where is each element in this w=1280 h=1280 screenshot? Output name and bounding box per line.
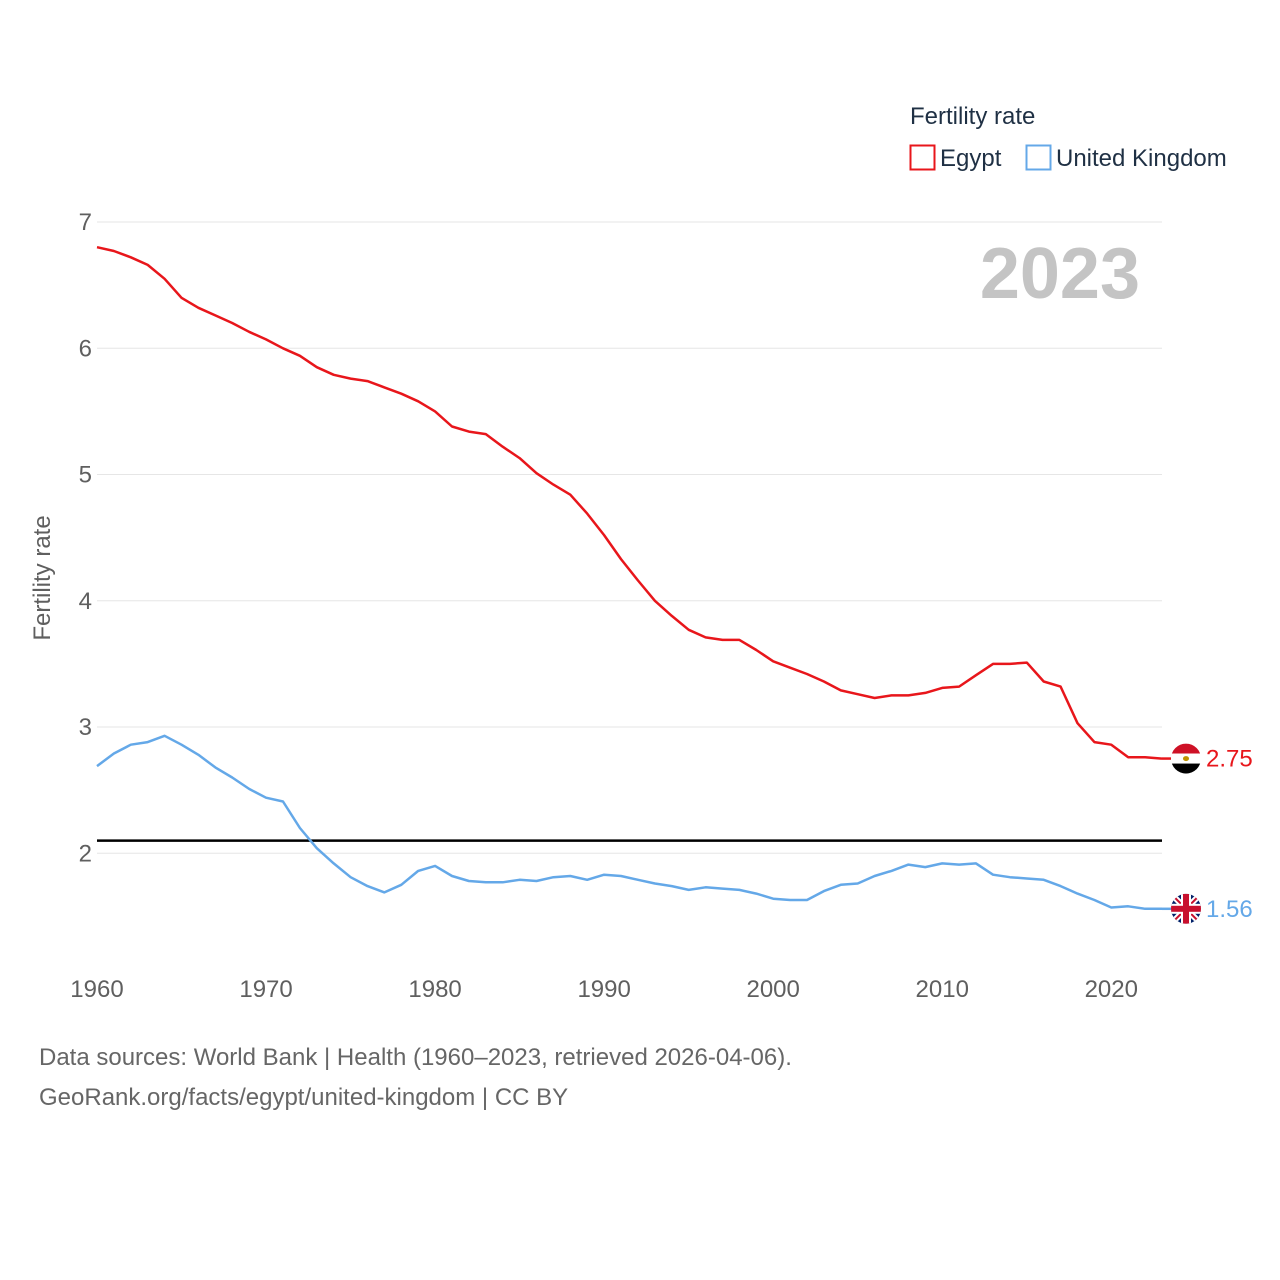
egypt-flag	[1171, 743, 1201, 774]
end-value-label-united-kingdom: 1.56	[1206, 896, 1253, 923]
legend-item-egypt[interactable]: Egypt	[909, 144, 1002, 172]
uk-flag-icon	[1171, 893, 1201, 924]
y-axis-ticks: 2 3 4 5 6 7	[79, 209, 92, 867]
series-lines	[96, 245, 1163, 911]
legend-label-egypt: Egypt	[940, 145, 1002, 172]
legend: Fertility rate Egypt United Kingdom	[909, 103, 1227, 172]
x-tick-label: 2020	[1085, 976, 1138, 1003]
y-tick-label: 6	[79, 335, 92, 362]
x-tick-label: 2010	[916, 976, 969, 1003]
y-tick-label: 7	[79, 209, 92, 236]
legend-swatch-united-kingdom	[1025, 144, 1052, 171]
y-axis-title: Fertility rate	[29, 515, 56, 640]
legend-label-united-kingdom: United Kingdom	[1056, 145, 1227, 172]
legend-item-united-kingdom[interactable]: United Kingdom	[1025, 144, 1227, 172]
x-tick-label: 1990	[577, 976, 630, 1003]
legend-title: Fertility rate	[910, 103, 1035, 130]
egypt-flag-icon	[1171, 743, 1201, 774]
y-tick-label: 3	[79, 714, 92, 741]
x-axis-ticks: 1960 1970 1980 1990 2000 2010 2020	[70, 976, 1138, 1003]
legend-swatch-egypt	[909, 144, 936, 171]
line-chart: 2 3 4 5 6 7 1960 1970 1980 1990 2000 2010 2020 Fert…	[29, 103, 1253, 1003]
y-tick-label: 2	[79, 840, 92, 867]
series-line-egypt	[96, 245, 1163, 760]
end-value-label-egypt: 2.75	[1206, 746, 1253, 773]
y-tick-label: 4	[79, 588, 92, 615]
series-line-united-kingdom	[96, 734, 1162, 911]
x-tick-label: 1960	[70, 976, 123, 1003]
x-tick-label: 1970	[239, 976, 292, 1003]
end-markers: 2.75 1.56	[1162, 743, 1253, 924]
uk-flag	[1171, 893, 1201, 924]
x-tick-label: 2000	[746, 976, 799, 1003]
data-source-note: Data sources: World Bank | Health (1960–…	[39, 1044, 792, 1071]
year-label: 2023	[980, 234, 1140, 314]
y-tick-label: 5	[79, 462, 92, 489]
x-tick-label: 1980	[408, 976, 461, 1003]
attribution-link[interactable]: GeoRank.org/facts/egypt/united-kingdom |…	[39, 1084, 569, 1111]
gridlines	[97, 221, 1162, 854]
